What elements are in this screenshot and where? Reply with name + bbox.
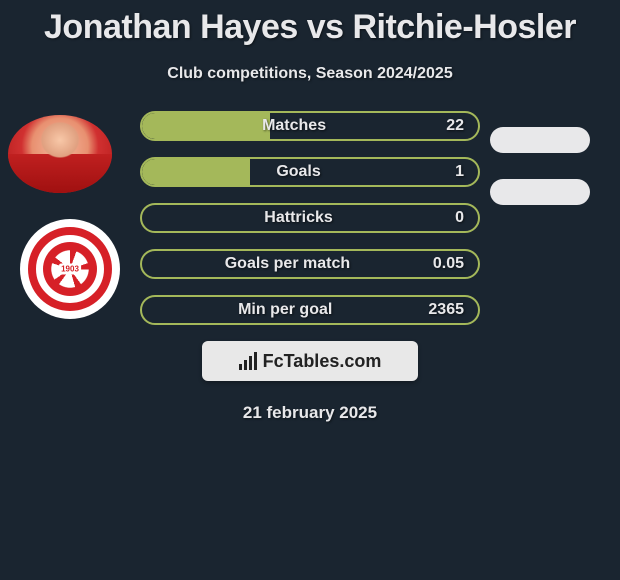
stat-label: Matches (142, 117, 446, 135)
stat-label: Hattricks (142, 209, 455, 227)
stat-label: Goals (142, 163, 455, 181)
stat-value: 0 (455, 209, 478, 227)
bars-icon (239, 352, 259, 370)
date-text: 21 february 2025 (0, 403, 620, 423)
opponent-pill-column (490, 127, 598, 231)
stat-label: Min per goal (142, 301, 428, 319)
stat-value: 1 (455, 163, 478, 181)
stat-row: Min per goal2365 (140, 295, 480, 325)
stat-value: 2365 (428, 301, 478, 319)
stat-row: Goals1 (140, 157, 480, 187)
subtitle: Club competitions, Season 2024/2025 (0, 65, 620, 83)
crest-year: 1903 (59, 264, 81, 275)
branding-text: FcTables.com (263, 351, 382, 372)
club-crest: 1903 (20, 219, 120, 319)
player-column: 1903 (8, 115, 112, 319)
opponent-pill (490, 179, 590, 205)
branding-badge: FcTables.com (202, 341, 418, 381)
stat-value: 0.05 (433, 255, 478, 273)
crest-ring: 1903 (28, 227, 112, 311)
avatar-graphic (8, 115, 112, 193)
comparison-content: 1903 Matches22 Goals1 Hattricks0 Goals per … (0, 111, 620, 325)
stat-row: Matches22 (140, 111, 480, 141)
stat-row: Goals per match0.05 (140, 249, 480, 279)
opponent-pill (490, 127, 590, 153)
stat-row: Hattricks0 (140, 203, 480, 233)
page-title: Jonathan Hayes vs Ritchie-Hosler (0, 0, 620, 47)
stat-rows: Matches22 Goals1 Hattricks0 Goals per match… (140, 111, 480, 325)
player-avatar (8, 115, 112, 193)
stat-label: Goals per match (142, 255, 433, 273)
stat-value: 22 (446, 117, 478, 135)
